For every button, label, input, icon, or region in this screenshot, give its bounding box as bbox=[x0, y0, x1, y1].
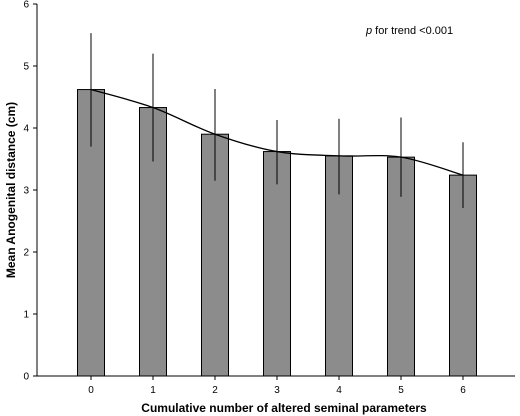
axes-layer bbox=[33, 3, 515, 380]
y-tick-label-1: 1 bbox=[23, 310, 29, 321]
trend-line bbox=[90, 88, 464, 176]
x-tick-label-0: 0 bbox=[88, 385, 94, 396]
trend-annotation-p: p bbox=[365, 25, 372, 37]
trend-annotation-text: for trend <0.001 bbox=[372, 25, 453, 37]
y-tick-label-3: 3 bbox=[23, 186, 29, 197]
y-tick-label-6: 6 bbox=[23, 0, 29, 11]
y-axis-title: Mean Anogenital distance (cm) bbox=[4, 102, 18, 278]
x-tick-label-3: 3 bbox=[274, 385, 280, 396]
y-tick-label-4: 4 bbox=[23, 124, 29, 135]
x-tick-label-4: 4 bbox=[336, 385, 342, 396]
bar-3 bbox=[263, 151, 291, 377]
y-tick-label-5: 5 bbox=[23, 62, 29, 73]
x-tick-label-5: 5 bbox=[398, 385, 404, 396]
tick-labels-layer: 0 1 2 3 4 5 6 0 1 2 3 4 5 6 bbox=[23, 0, 466, 396]
y-tick-label-2: 2 bbox=[23, 248, 29, 259]
x-tick-label-6: 6 bbox=[460, 385, 466, 396]
y-tick-label-0: 0 bbox=[23, 372, 29, 383]
x-tick-label-2: 2 bbox=[212, 385, 218, 396]
trend-line-layer bbox=[90, 88, 464, 176]
x-axis-title: Cumulative number of altered seminal par… bbox=[141, 401, 427, 415]
x-tick-label-1: 1 bbox=[150, 385, 156, 396]
trend-annotation: p for trend <0.001 bbox=[365, 25, 453, 37]
